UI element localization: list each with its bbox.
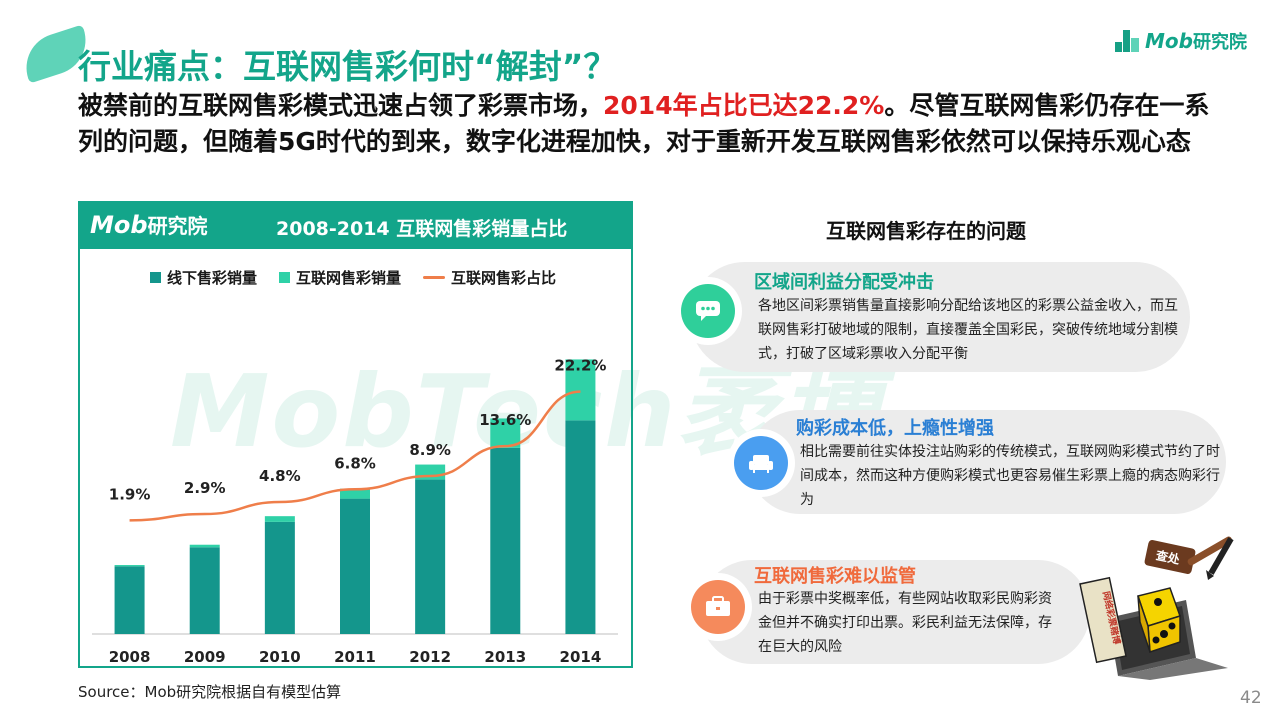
bar-online-2009: [189, 544, 220, 548]
lead-part-1: 被禁前的互联网售彩模式迅速占领了彩票市场，: [78, 91, 604, 120]
issue-card-1: 区域间利益分配受冲击 各地区间彩票销售量直接影响分配给该地区的彩票公益金收入，而…: [690, 262, 1190, 372]
legend-item-share: 互联网售彩占比: [423, 267, 556, 288]
issue-heading-1: 区域间利益分配受冲击: [754, 272, 934, 293]
legend-swatch-share: [423, 275, 446, 279]
legend-swatch-offline: [150, 271, 161, 283]
bar-online-2013: [490, 418, 521, 448]
lead-part-2: 。尽管互联网售彩仍存在一系列的问题，但随着5G时代的到来，数字化进程加快，对于重…: [78, 91, 1210, 156]
x-tick-2014: 2014: [560, 648, 602, 666]
bar-offline-2010: [264, 521, 295, 634]
legend-item-offline: 线下售彩销量: [150, 267, 257, 288]
lead-paragraph: 被禁前的互联网售彩模式迅速占领了彩票市场，2014年占比已达22.2%。尽管互联…: [78, 88, 1218, 160]
legend-swatch-online: [279, 271, 291, 283]
source-note: Source：Mob研究院根据自有模型估算: [78, 683, 342, 701]
share-label-2013: 13.6%: [479, 411, 531, 429]
gavel-text: 查处: [1154, 547, 1183, 567]
dice-icon: [1137, 587, 1181, 654]
share-label-2009: 2.9%: [184, 479, 226, 497]
x-tick-2012: 2012: [409, 648, 451, 666]
bar-offline-2014: [565, 420, 596, 634]
briefcase-icon: [691, 580, 745, 634]
chart-legend: 线下售彩销量 互联网售彩销量 互联网售彩占比: [150, 266, 578, 288]
chart-header-logo: Mob研究院: [90, 211, 208, 239]
chart-header: [80, 203, 631, 249]
bar-offline-2011: [340, 498, 370, 634]
mob-logo: Mob研究院: [1115, 26, 1247, 56]
pen-icon: [1206, 537, 1234, 580]
issues-title: 互联网售彩存在的问题: [826, 219, 1026, 243]
x-tick-2009: 2009: [184, 648, 226, 666]
issue-heading-3: 互联网售彩难以监管: [754, 566, 916, 587]
bar-offline-2009: [189, 547, 220, 634]
chart-frame: [78, 201, 633, 668]
x-tick-2011: 2011: [334, 648, 376, 666]
issue-body-1: 各地区间彩票销售量直接影响分配给该地区的彩票公益金收入，而互联网售彩打破地域的限…: [758, 298, 1178, 362]
bar-online-2008: [114, 565, 145, 567]
logo-mark-icon: [1115, 30, 1141, 52]
issue-body-3: 由于彩票中奖概率低，有些网站收取彩民购彩资金但并不确实打印出票。彩民利益无法保障…: [758, 591, 1052, 655]
legend-item-online: 互联网售彩销量: [279, 267, 401, 288]
share-label-2010: 4.8%: [259, 467, 301, 485]
bar-online-2010: [264, 516, 295, 522]
issue-card-2: 购彩成本低，上瘾性增强 相比需要前往实体投注站购彩的传统模式，互联网购彩模式节约…: [748, 410, 1226, 514]
page-number: 42: [1240, 688, 1262, 708]
page-title: 行业痛点：互联网售彩何时“解封”？: [78, 47, 617, 86]
issue-heading-2: 购彩成本低，上瘾性增强: [796, 418, 994, 439]
bar-online-2011: [340, 488, 370, 499]
issue-card-3: 互联网售彩难以监管 由于彩票中奖概率低，有些网站收取彩民购彩资金但并不确实打印出…: [700, 560, 1090, 664]
chat-bubble-icon: [681, 284, 735, 338]
x-tick-2010: 2010: [259, 648, 301, 666]
gambling-crackdown-illustration: 网络彩票赌博 查处: [1079, 536, 1234, 680]
bar-online-2014: [565, 359, 596, 421]
x-tick-2008: 2008: [109, 648, 151, 666]
sign-icon: 网络彩票赌博: [1079, 576, 1127, 664]
logo-text: Mob研究院: [1145, 29, 1247, 53]
sales-share-chart: 2008 2009 2010 2011 2012 2013 2014 1.9% 2.9% 4.8%…: [92, 357, 618, 666]
lead-highlight: 2014年占比已达22.2%: [603, 91, 885, 120]
bar-offline-2012: [415, 479, 446, 634]
chart-title: 2008-2014 互联网售彩销量占比: [276, 218, 568, 240]
share-label-2011: 6.8%: [334, 454, 376, 472]
issue-body-2: 相比需要前往实体投注站购彩的传统模式，互联网购彩模式节约了时间成本，然而这种方便…: [800, 444, 1220, 508]
share-line: [129, 390, 581, 522]
armchair-icon: [734, 436, 788, 490]
gavel-icon: 查处: [1144, 536, 1233, 574]
share-label-2008: 1.9%: [109, 485, 151, 503]
share-label-2014: 22.2%: [554, 357, 606, 375]
share-label-2012: 8.9%: [409, 441, 451, 459]
x-tick-2013: 2013: [484, 648, 526, 666]
bar-offline-2013: [490, 447, 521, 634]
bar-offline-2008: [114, 566, 145, 634]
